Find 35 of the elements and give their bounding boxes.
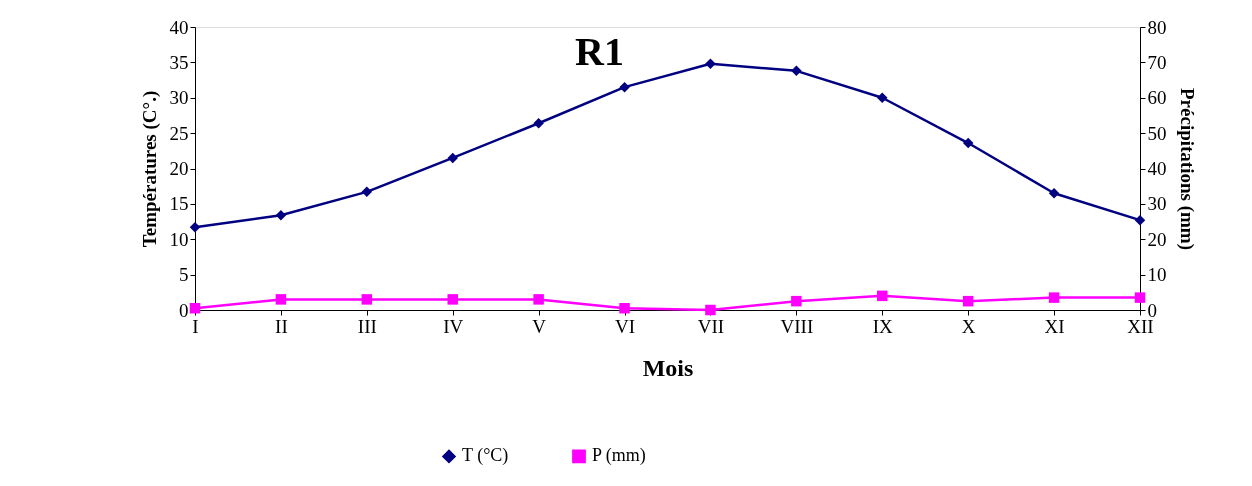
chart-title: R1 bbox=[575, 29, 624, 74]
x-tick-label: I bbox=[192, 315, 199, 337]
y-tick-label: 35 bbox=[169, 51, 189, 73]
y2-tick-label: 70 bbox=[1147, 51, 1167, 73]
y2-tick-label: 10 bbox=[1147, 264, 1167, 286]
y-tick-label: 30 bbox=[169, 87, 189, 109]
x-tick-label: VII bbox=[697, 315, 725, 337]
x-tick-label: II bbox=[275, 315, 288, 337]
x-tick-label: VI bbox=[615, 315, 636, 337]
y-tick-label: 40 bbox=[169, 16, 189, 38]
y2-tick-label: 40 bbox=[1147, 158, 1167, 179]
y2-tick-label: 80 bbox=[1147, 16, 1167, 38]
y2-tick-label: 50 bbox=[1147, 122, 1167, 144]
y-tick-label: 5 bbox=[179, 264, 189, 286]
x-tick-label: V bbox=[532, 315, 547, 337]
legend-label: T (°C) bbox=[462, 445, 509, 467]
y-axis-title: Températures (C°.) bbox=[138, 90, 161, 248]
y-tick-label: 0 bbox=[179, 299, 189, 321]
y2-tick-label: 30 bbox=[1147, 193, 1167, 215]
x-tick-label: XI bbox=[1044, 315, 1065, 337]
y-tick-label: 15 bbox=[169, 193, 189, 215]
x-tick-label: IX bbox=[872, 315, 894, 337]
x-tick-label: IV bbox=[443, 315, 464, 337]
y2-tick-label: 20 bbox=[1147, 228, 1167, 250]
y-tick-label: 25 bbox=[169, 122, 189, 144]
x-axis-title: Mois bbox=[642, 354, 694, 381]
x-tick-label: VIII bbox=[780, 315, 814, 337]
y2-tick-label: 60 bbox=[1147, 87, 1167, 109]
y2-axis-title: Précipitations (mm) bbox=[1175, 88, 1198, 250]
x-tick-label: X bbox=[961, 315, 976, 337]
x-tick-label: III bbox=[357, 315, 377, 337]
legend-label: P (mm) bbox=[592, 445, 646, 467]
y-tick-label: 20 bbox=[169, 158, 189, 179]
y-tick-label: 10 bbox=[169, 228, 189, 250]
y2-tick-label: 0 bbox=[1147, 299, 1157, 321]
